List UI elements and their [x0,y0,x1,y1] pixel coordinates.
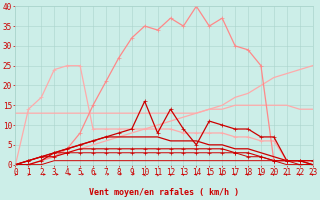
X-axis label: Vent moyen/en rafales ( km/h ): Vent moyen/en rafales ( km/h ) [89,188,239,197]
